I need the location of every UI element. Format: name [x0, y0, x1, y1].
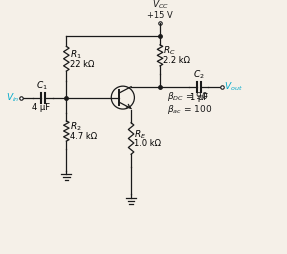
- Text: 4 μF: 4 μF: [32, 103, 51, 113]
- Text: $R_C$: $R_C$: [163, 45, 176, 57]
- Text: $C_2$: $C_2$: [193, 68, 204, 81]
- Text: $R_1$: $R_1$: [70, 49, 82, 61]
- Text: 22 kΩ: 22 kΩ: [70, 60, 94, 69]
- Text: +15 V: +15 V: [147, 11, 173, 20]
- Text: $V_{out}$: $V_{out}$: [224, 81, 243, 93]
- Text: $\beta_{DC}$ = 90: $\beta_{DC}$ = 90: [167, 90, 208, 103]
- Text: $V_{in}$: $V_{in}$: [6, 91, 20, 104]
- Text: $R_2$: $R_2$: [70, 121, 82, 133]
- Text: 4.7 kΩ: 4.7 kΩ: [70, 132, 97, 141]
- Text: $V_{CC}$: $V_{CC}$: [152, 0, 168, 11]
- Text: $\beta_{ac}$ = 100: $\beta_{ac}$ = 100: [167, 103, 212, 116]
- Text: 1.0 kΩ: 1.0 kΩ: [134, 139, 161, 148]
- Text: $R_E$: $R_E$: [134, 128, 147, 141]
- Text: $C_1$: $C_1$: [36, 79, 47, 92]
- Text: 1 μF: 1 μF: [189, 92, 208, 102]
- Text: 2.2 kΩ: 2.2 kΩ: [163, 56, 190, 65]
